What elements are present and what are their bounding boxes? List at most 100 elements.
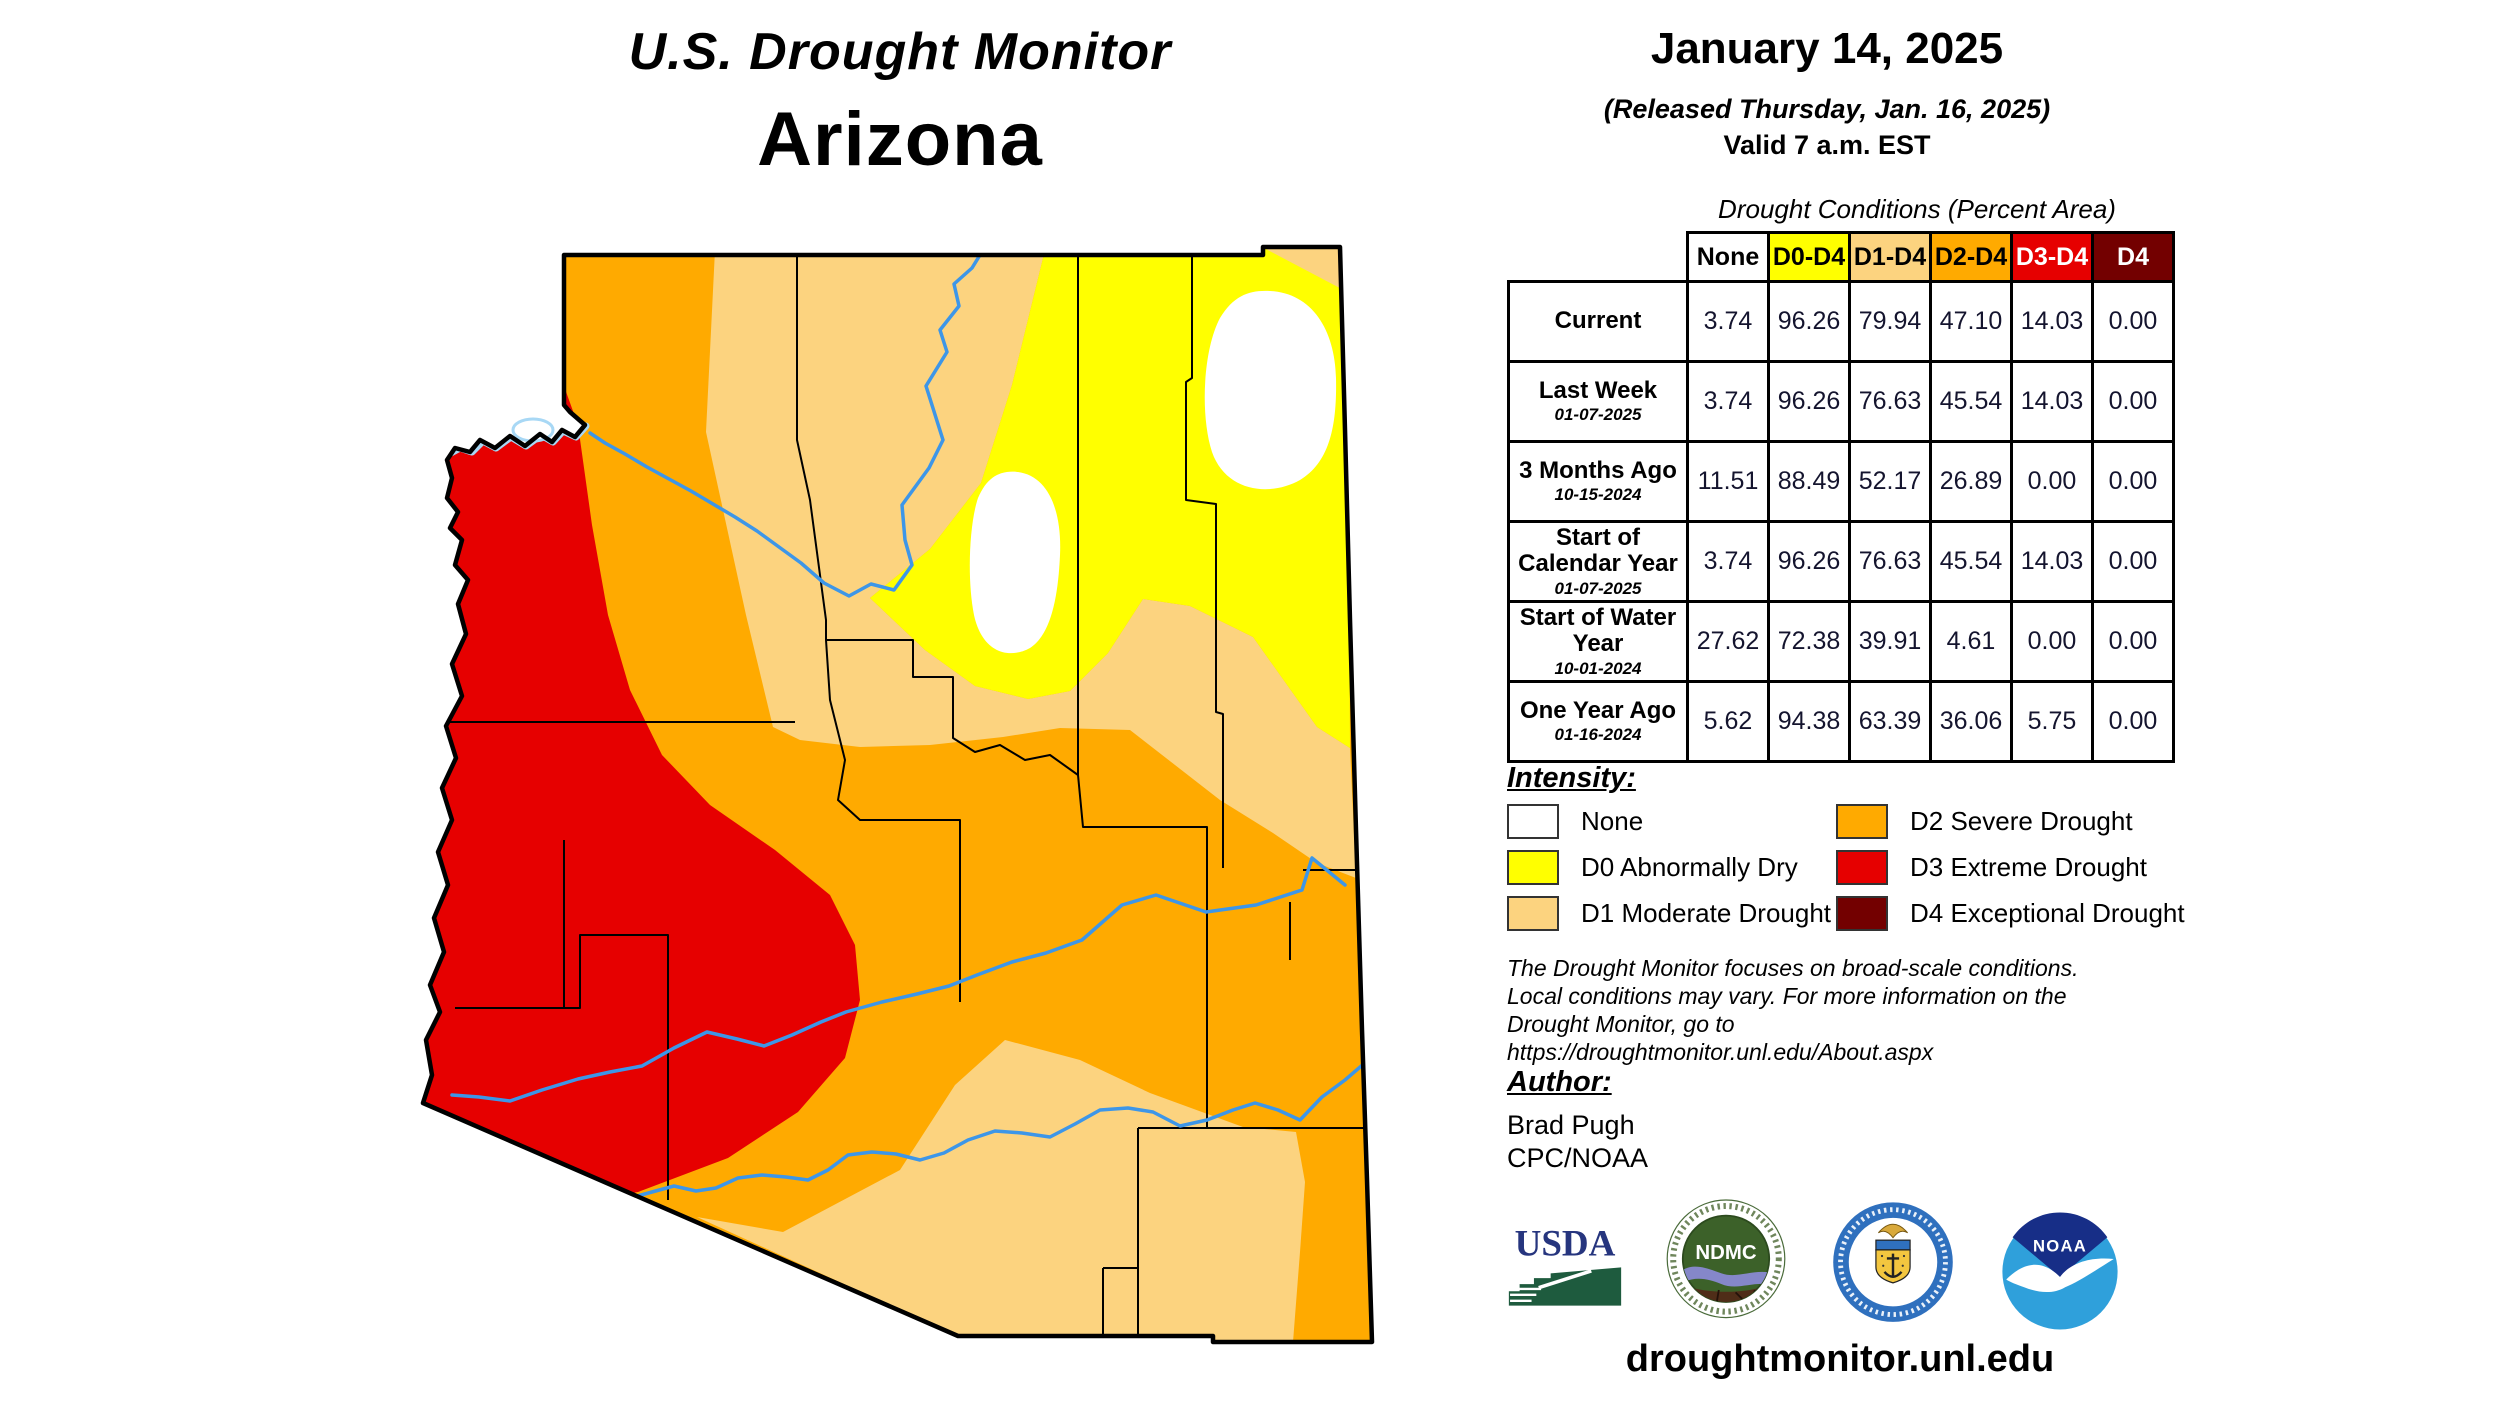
map-region-d1-south: [697, 1040, 1305, 1342]
value-cell: 72.38: [1767, 600, 1851, 683]
row-label: Start of Water Year 10-01-2024: [1507, 600, 1689, 683]
valid-time: Valid 7 a.m. EST: [1723, 130, 1931, 160]
report-title: U.S. Drought Monitor: [628, 23, 1172, 81]
column-header-d1-d4: D1-D4: [1848, 231, 1932, 283]
intensity-heading: Intensity:: [1507, 762, 1636, 794]
table-row: 3 Months Ago 10-15-2024 11.51 88.49 52.17 26.…: [1507, 440, 2175, 523]
table-corner-cell: [1508, 232, 1688, 282]
legend-label: D2 Severe Drought: [1910, 806, 2133, 836]
noaa-logo-text: NOAA: [2033, 1236, 2087, 1255]
value-cell: 0.00: [2091, 680, 2175, 763]
value-cell: 0.00: [2091, 360, 2175, 443]
value-cell: 88.49: [1767, 440, 1851, 523]
map-region-d1-north: [706, 250, 1356, 878]
column-header-d0-d4: D0-D4: [1767, 231, 1851, 283]
salt-river: [450, 856, 1347, 1103]
map-date: January 14, 2025: [1650, 24, 2004, 73]
legend-item: D1 Moderate Drought: [1507, 896, 1831, 931]
value-cell: 76.63: [1848, 360, 1932, 443]
row-date: 01-07-2025: [1554, 405, 1642, 425]
value-cell: 79.94: [1848, 280, 1932, 363]
release-date: (Released Thursday, Jan. 16, 2025): [1603, 94, 2051, 124]
county-borders: [450, 247, 1372, 1342]
value-cell: 96.26: [1767, 280, 1851, 363]
value-cell: 96.26: [1767, 520, 1851, 603]
legend-label: None: [1581, 806, 1644, 836]
map-region-none-blob-center: [969, 471, 1061, 654]
value-cell: 47.10: [1929, 280, 2013, 363]
value-cell: 0.00: [2091, 600, 2175, 683]
value-cell: 52.17: [1848, 440, 1932, 523]
usda-logo: USDA: [1508, 1223, 1622, 1306]
column-header-none: None: [1686, 231, 1770, 283]
value-cell: 39.91: [1848, 600, 1932, 683]
value-cell: 27.62: [1686, 600, 1770, 683]
row-label: 3 Months Ago 10-15-2024: [1507, 440, 1689, 523]
value-cell: 0.00: [2091, 440, 2175, 523]
table-row: One Year Ago 01-16-2024 5.62 94.38 63.39 36.0…: [1507, 680, 2175, 763]
value-cell: 96.26: [1767, 360, 1851, 443]
legend-color-chip: [1836, 850, 1888, 885]
site-url: droughtmonitor.unl.edu: [1625, 1338, 2055, 1380]
value-cell: 0.00: [2091, 280, 2175, 363]
column-header-d2-d4: D2-D4: [1929, 231, 2013, 283]
map-region-d3-west: [423, 375, 860, 1208]
legend-item: D4 Exceptional Drought: [1836, 896, 2185, 931]
legend-label: D3 Extreme Drought: [1910, 852, 2147, 882]
conditions-table-body: Current 3.74 96.26 79.94 47.10 14.03 0.00 Last …: [1507, 280, 2175, 763]
value-cell: 45.54: [1929, 520, 2013, 603]
table-row: Start of Water Year 10-01-2024 27.62 72.38 3…: [1507, 600, 2175, 683]
column-header-d3-d4: D3-D4: [2010, 231, 2094, 283]
table-row: Start of Calendar Year 01-07-2025 3.74 96.2…: [1507, 520, 2175, 603]
value-cell: 26.89: [1929, 440, 2013, 523]
value-cell: 0.00: [2091, 520, 2175, 603]
value-cell: 4.61: [1929, 600, 2013, 683]
author-name: Brad Pugh: [1507, 1110, 1635, 1140]
conditions-table-header: None D0-D4 D1-D4 D2-D4 D3-D4 D4: [1508, 231, 2175, 283]
value-cell: 14.03: [2010, 520, 2094, 603]
legend-label: D0 Abnormally Dry: [1581, 852, 1798, 882]
legend-color-chip: [1507, 850, 1559, 885]
row-date: 01-16-2024: [1554, 725, 1642, 745]
legend-item: None: [1507, 804, 1643, 839]
author-org: CPC/NOAA: [1507, 1143, 1649, 1173]
map-region-d1-ne-corner: [1262, 247, 1351, 294]
author-heading: Author:: [1507, 1066, 1612, 1098]
row-label: Last Week 01-07-2025: [1507, 360, 1689, 443]
value-cell: 36.06: [1929, 680, 2013, 763]
usda-logo-text: USDA: [1515, 1223, 1616, 1264]
arizona-drought-map: [420, 244, 1375, 1345]
value-cell: 3.74: [1686, 520, 1770, 603]
legend-color-chip: [1836, 896, 1888, 931]
noaa-logo: NOAA: [2002, 1212, 2118, 1330]
value-cell: 5.62: [1686, 680, 1770, 763]
value-cell: 3.74: [1686, 280, 1770, 363]
gila-river: [594, 1060, 1368, 1202]
ndmc-logo-text: NDMC: [1695, 1242, 1756, 1264]
legend-label: D4 Exceptional Drought: [1910, 898, 2185, 928]
arizona-state-outline: [420, 244, 1375, 1345]
value-cell: 63.39: [1848, 680, 1932, 763]
row-label: One Year Ago 01-16-2024: [1507, 680, 1689, 763]
legend-item: D0 Abnormally Dry: [1507, 850, 1798, 885]
state-name-title: Arizona: [757, 97, 1043, 182]
conditions-table: None D0-D4 D1-D4 D2-D4 D3-D4 D4 Current 3.74 96…: [1507, 231, 2175, 763]
row-date: 10-15-2024: [1554, 485, 1642, 505]
table-row: Last Week 01-07-2025 3.74 96.26 76.63 45.54 14…: [1507, 360, 2175, 443]
value-cell: 45.54: [1929, 360, 2013, 443]
doc-logo: [1833, 1202, 1953, 1322]
row-label: Current: [1507, 280, 1689, 363]
row-label: Start of Calendar Year 01-07-2025: [1507, 520, 1689, 603]
row-date: 01-07-2025: [1554, 578, 1642, 598]
legend-color-chip: [1507, 804, 1559, 839]
column-header-d4: D4: [2091, 231, 2175, 283]
row-date: 10-01-2024: [1554, 658, 1642, 678]
value-cell: 5.75: [2010, 680, 2094, 763]
value-cell: 76.63: [1848, 520, 1932, 603]
value-cell: 3.74: [1686, 360, 1770, 443]
table-row: Current 3.74 96.26 79.94 47.10 14.03 0.00: [1507, 280, 2175, 363]
value-cell: 11.51: [1686, 440, 1770, 523]
disclaimer: The Drought Monitor focuses on broad-sca…: [1507, 955, 2079, 1065]
legend-color-chip: [1507, 896, 1559, 931]
